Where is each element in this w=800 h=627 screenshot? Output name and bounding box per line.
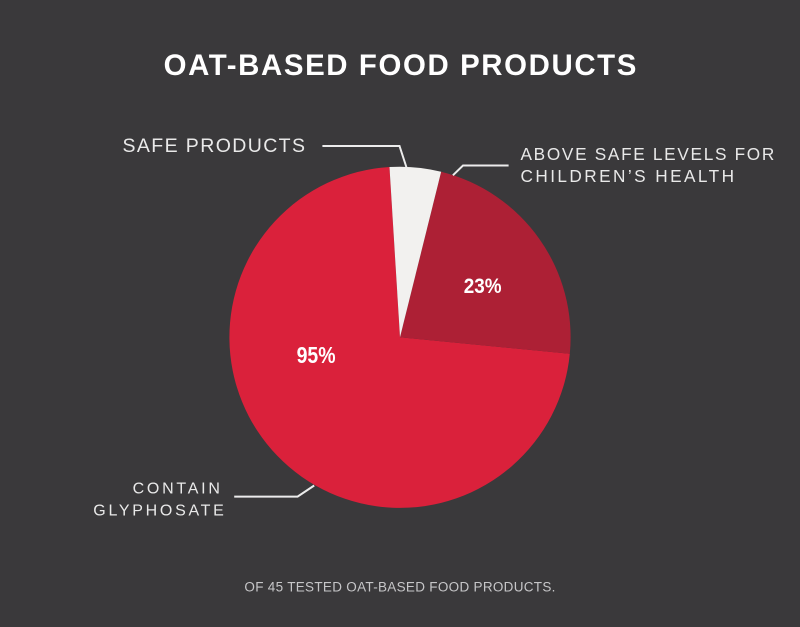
svg-text:CONTAIN: CONTAIN [133, 481, 220, 498]
svg-text:CHILDREN’S HEALTH: CHILDREN’S HEALTH [521, 166, 735, 186]
svg-text:OAT-BASED FOOD PRODUCTS: OAT-BASED FOOD PRODUCTS [164, 49, 637, 82]
svg-text:ABOVE SAFE LEVELS FOR: ABOVE SAFE LEVELS FOR [521, 144, 775, 164]
svg-text:23%: 23% [464, 275, 502, 298]
svg-text:95%: 95% [297, 342, 336, 368]
svg-text:SAFE PRODUCTS: SAFE PRODUCTS [123, 135, 306, 157]
svg-text:OF 45 TESTED OAT-BASED FOOD PR: OF 45 TESTED OAT-BASED FOOD PRODUCTS. [244, 579, 555, 594]
